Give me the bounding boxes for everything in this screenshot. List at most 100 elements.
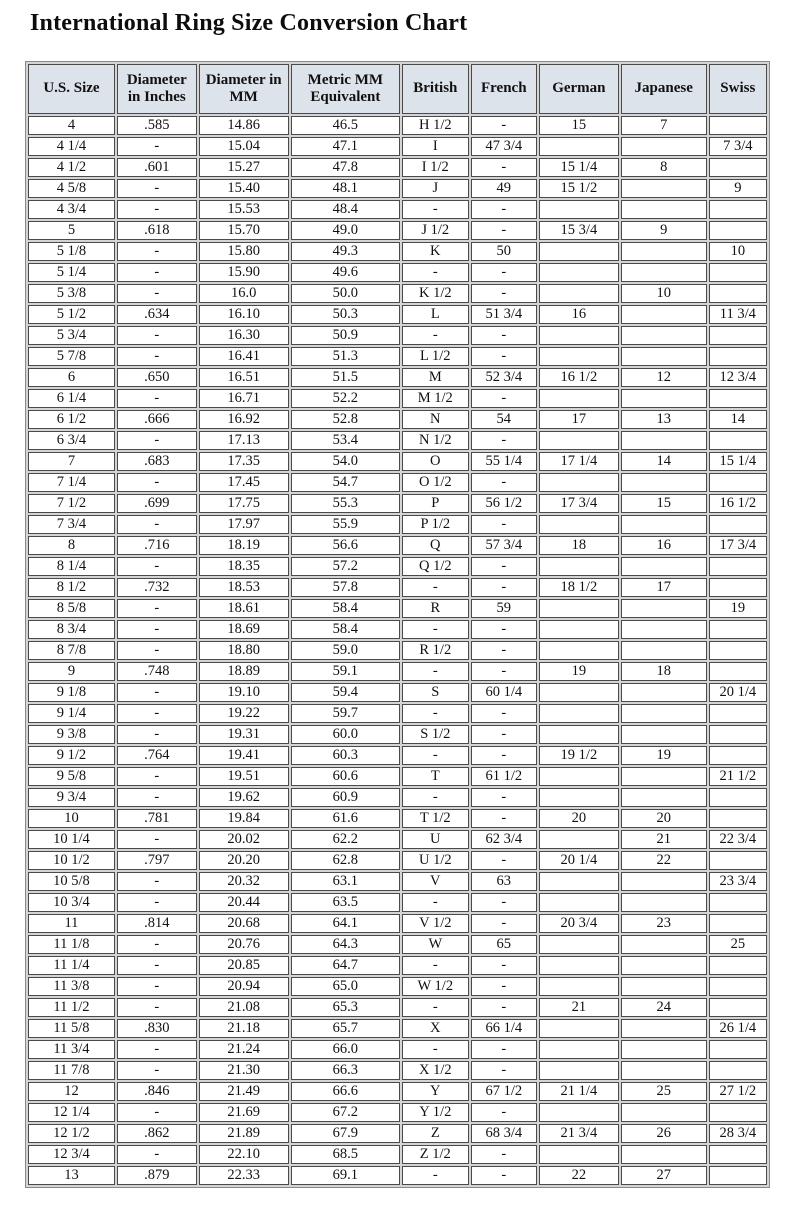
- table-cell: 15.80: [198, 242, 289, 261]
- table-cell: -: [116, 935, 197, 954]
- table-cell: [620, 1061, 707, 1080]
- table-cell: [539, 704, 619, 723]
- table-cell: -: [116, 284, 197, 303]
- table-cell: 6 1/2: [28, 410, 115, 429]
- table-cell: [539, 557, 619, 576]
- table-cell: 6: [28, 368, 115, 387]
- table-cell: Y: [402, 1082, 469, 1101]
- table-cell: 19: [620, 746, 707, 765]
- table-cell: 9: [620, 221, 707, 240]
- table-cell: 63.1: [290, 872, 401, 891]
- table-cell: [539, 347, 619, 366]
- table-cell: 57.8: [290, 578, 401, 597]
- table-cell: -: [116, 767, 197, 786]
- table-cell: [620, 599, 707, 618]
- table-cell: 62.2: [290, 830, 401, 849]
- table-cell: -: [470, 1103, 537, 1122]
- page-title: International Ring Size Conversion Chart: [30, 10, 468, 36]
- table-cell: 20 1/4: [539, 851, 619, 870]
- table-cell: 65.7: [290, 1019, 401, 1038]
- table-row: 10 5/8-20.32 63.1 V 63 23 3/4: [28, 872, 767, 891]
- table-cell: 15 1/2: [539, 179, 619, 198]
- table-cell: -: [402, 893, 469, 912]
- table-row: 8 1/2.732 18.53 57.8- -18 1/2 17: [28, 578, 767, 597]
- table-cell: 65.0: [290, 977, 401, 996]
- table-cell: .699: [116, 494, 197, 513]
- table-cell: 51.5: [290, 368, 401, 387]
- table-cell: 7: [28, 452, 115, 471]
- table-cell: -: [470, 473, 537, 492]
- table-cell: -: [402, 1040, 469, 1059]
- table-cell: S 1/2: [402, 725, 469, 744]
- table-cell: 16 1/2: [708, 494, 767, 513]
- table-cell: 56.6: [290, 536, 401, 555]
- table-row: 9 1/4-19.22 59.7- -: [28, 704, 767, 723]
- table-cell: 11 1/2: [28, 998, 115, 1017]
- table-cell: [620, 389, 707, 408]
- table-cell: 69.1: [290, 1166, 401, 1185]
- table-cell: -: [470, 578, 537, 597]
- table-cell: 20.02: [198, 830, 289, 849]
- table-cell: 16.51: [198, 368, 289, 387]
- table-cell: 12 3/4: [28, 1145, 115, 1164]
- table-cell: 23 3/4: [708, 872, 767, 891]
- table-cell: 21.08: [198, 998, 289, 1017]
- table-cell: [708, 704, 767, 723]
- table-cell: 54.0: [290, 452, 401, 471]
- table-cell: 8 1/4: [28, 557, 115, 576]
- table-cell: 8 7/8: [28, 641, 115, 660]
- table-cell: M 1/2: [402, 389, 469, 408]
- table-cell: [539, 935, 619, 954]
- table-cell: [620, 725, 707, 744]
- table-row: 4 3/4-15.53 48.4- -: [28, 200, 767, 219]
- table-cell: T 1/2: [402, 809, 469, 828]
- table-cell: 16 1/2: [539, 368, 619, 387]
- table-cell: .716: [116, 536, 197, 555]
- table-cell: U: [402, 830, 469, 849]
- table-cell: 19.51: [198, 767, 289, 786]
- table-cell: 50.3: [290, 305, 401, 324]
- table-cell: 20 1/4: [708, 683, 767, 702]
- table-cell: 12 3/4: [708, 368, 767, 387]
- table-cell: [539, 431, 619, 450]
- table-cell: 16: [539, 305, 619, 324]
- table-cell: -: [116, 557, 197, 576]
- table-cell: 20: [539, 809, 619, 828]
- table-cell: 10 1/4: [28, 830, 115, 849]
- table-cell: 22.33: [198, 1166, 289, 1185]
- table-cell: 9 3/4: [28, 788, 115, 807]
- table-cell: 7 3/4: [708, 137, 767, 156]
- table-cell: 4 1/4: [28, 137, 115, 156]
- table-cell: -: [116, 599, 197, 618]
- table-cell: 15: [620, 494, 707, 513]
- table-cell: 50.0: [290, 284, 401, 303]
- table-cell: [539, 137, 619, 156]
- table-cell: -: [116, 872, 197, 891]
- table-cell: [539, 473, 619, 492]
- table-cell: [539, 389, 619, 408]
- table-body: 4.585 14.86 46.5 H 1/2-15 7 4 1/4-15.04 47.1 I 4…: [28, 116, 767, 1185]
- table-cell: -: [470, 914, 537, 933]
- table-cell: [620, 473, 707, 492]
- table-cell: 26: [620, 1124, 707, 1143]
- table-cell: 22: [620, 851, 707, 870]
- table-cell: 5 1/8: [28, 242, 115, 261]
- table-header: U.S. Size Diameter in Inches Diameter in M…: [28, 64, 767, 114]
- table-cell: U 1/2: [402, 851, 469, 870]
- table-cell: 14: [708, 410, 767, 429]
- table-row: 10 1/2.797 20.20 62.8 U 1/2-20 1/4 22: [28, 851, 767, 870]
- table-cell: 15.40: [198, 179, 289, 198]
- table-cell: [539, 515, 619, 534]
- table-cell: T: [402, 767, 469, 786]
- table-cell: [620, 641, 707, 660]
- table-cell: [620, 788, 707, 807]
- table-cell: 64.7: [290, 956, 401, 975]
- table-cell: 6 1/4: [28, 389, 115, 408]
- table-cell: -: [116, 179, 197, 198]
- table-cell: 49: [470, 179, 537, 198]
- table-cell: -: [116, 431, 197, 450]
- table-row: 8 1/4-18.35 57.2 Q 1/2-: [28, 557, 767, 576]
- table-cell: L: [402, 305, 469, 324]
- table-cell: V 1/2: [402, 914, 469, 933]
- column-header: Metric MM Equivalent: [290, 64, 401, 114]
